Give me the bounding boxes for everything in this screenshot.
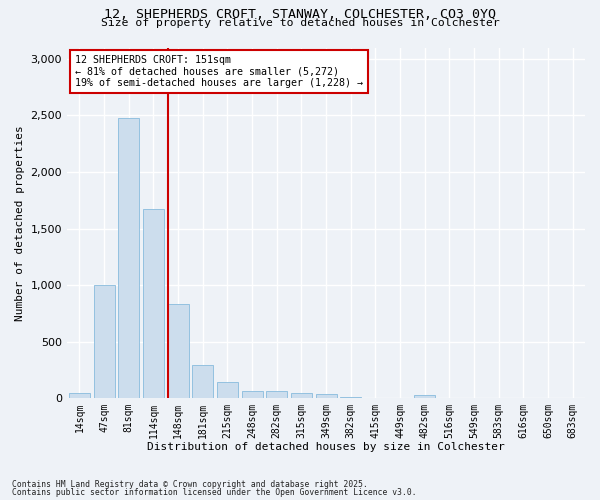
Bar: [217, 382, 238, 398]
Y-axis label: Number of detached properties: Number of detached properties: [15, 125, 25, 320]
Bar: [414, 396, 435, 398]
Bar: [316, 394, 337, 398]
Text: Contains public sector information licensed under the Open Government Licence v3: Contains public sector information licen…: [12, 488, 416, 497]
Bar: [143, 210, 164, 398]
Text: 12 SHEPHERDS CROFT: 151sqm
← 81% of detached houses are smaller (5,272)
19% of s: 12 SHEPHERDS CROFT: 151sqm ← 81% of deta…: [75, 54, 363, 88]
Text: Contains HM Land Registry data © Crown copyright and database right 2025.: Contains HM Land Registry data © Crown c…: [12, 480, 368, 489]
Text: Size of property relative to detached houses in Colchester: Size of property relative to detached ho…: [101, 18, 499, 28]
Bar: [94, 284, 115, 398]
Bar: [69, 392, 90, 398]
Bar: [242, 391, 263, 398]
X-axis label: Distribution of detached houses by size in Colchester: Distribution of detached houses by size …: [147, 442, 505, 452]
Text: 12, SHEPHERDS CROFT, STANWAY, COLCHESTER, CO3 0YQ: 12, SHEPHERDS CROFT, STANWAY, COLCHESTER…: [104, 8, 496, 20]
Bar: [266, 392, 287, 398]
Bar: [192, 365, 213, 398]
Bar: [167, 304, 188, 398]
Bar: [291, 393, 312, 398]
Bar: [340, 397, 361, 398]
Bar: [118, 118, 139, 398]
